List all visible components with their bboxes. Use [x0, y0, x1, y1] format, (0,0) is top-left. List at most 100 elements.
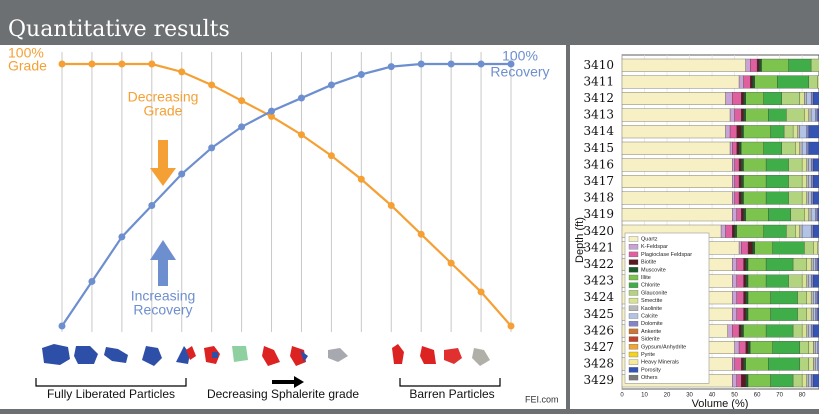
y-tick-label: 3414: [583, 124, 614, 138]
bar-segment: [737, 142, 739, 155]
x-tick-label: 80: [799, 393, 806, 399]
bar-segment: [746, 291, 748, 304]
bar-segment: [622, 208, 732, 221]
x-axis-label: Volume (%): [692, 398, 749, 409]
legend-label: Kaolinite: [641, 306, 662, 312]
y-tick-label: 3429: [583, 373, 614, 387]
data-point: [448, 260, 455, 267]
bar-segment: [807, 325, 809, 338]
legend-label: Ankerite: [641, 329, 661, 335]
bar-segment: [789, 159, 803, 172]
bar-segment: [816, 308, 818, 321]
bar-segment: [811, 159, 813, 172]
legend-swatch: [629, 306, 638, 311]
legend-swatch: [629, 344, 638, 349]
bar-segment: [813, 92, 819, 105]
y-tick-label: 3423: [583, 274, 614, 288]
bar-segment: [739, 175, 741, 188]
bar-segment: [732, 175, 734, 188]
data-point: [478, 288, 485, 295]
bar-segment: [732, 208, 737, 221]
bar-segment: [746, 341, 748, 354]
bar-segment: [807, 92, 812, 105]
data-point: [148, 61, 155, 68]
bar-segment: [798, 308, 807, 321]
bar-segment: [744, 208, 746, 221]
bar-segment: [741, 325, 743, 338]
bar-segment: [807, 374, 809, 387]
bar-segment: [771, 374, 794, 387]
bar-segment: [622, 142, 730, 155]
bar-segment: [811, 109, 816, 122]
right-chart: 0102030405060708034103411341234133414341…: [574, 55, 819, 409]
bar-segment: [748, 242, 753, 255]
bar-segment: [744, 358, 746, 371]
annotation: Recovery: [490, 64, 549, 80]
bar-segment: [741, 175, 743, 188]
bar-segment: [746, 208, 769, 221]
legend-label: Smectite: [641, 298, 662, 304]
annotation: 100%: [502, 48, 538, 64]
x-tick-label: 60: [754, 393, 761, 399]
bar-segment: [802, 175, 807, 188]
bar-segment: [789, 59, 812, 72]
bar-segment: [807, 258, 812, 271]
legend-label: Glauconite: [641, 290, 667, 296]
bar-segment: [728, 325, 733, 338]
bar-segment: [741, 109, 743, 122]
x-tick-label: 20: [664, 393, 671, 399]
bar-segment: [744, 258, 746, 271]
legend-swatch: [629, 352, 638, 357]
bar-segment: [737, 125, 742, 138]
bar-segment: [802, 225, 811, 238]
legend-label: Calcite: [641, 313, 658, 319]
bar-segment: [735, 341, 740, 354]
bar-segment: [807, 308, 812, 321]
bar-segment: [748, 258, 766, 271]
bar-segment: [768, 358, 800, 371]
bar-segment: [807, 142, 809, 155]
bar-segment: [807, 291, 812, 304]
bar-segment: [811, 308, 813, 321]
bar-segment: [793, 325, 802, 338]
bar-segment: [811, 208, 816, 221]
bar-segment: [771, 125, 785, 138]
bar-segment: [811, 59, 819, 72]
bar-segment: [791, 208, 805, 221]
legend-label: Siderite: [641, 337, 660, 343]
header-title: Quantitative results: [8, 17, 230, 42]
bar-segment: [744, 125, 771, 138]
bar-segment: [793, 125, 798, 138]
slide: Quantitative results 100%GradeDecreasing…: [0, 0, 819, 409]
bar-segment: [739, 192, 741, 205]
bar-segment: [764, 225, 787, 238]
data-point: [448, 61, 455, 68]
legend-label: Pyrite: [641, 352, 655, 358]
data-point: [118, 233, 125, 240]
bar-segment: [739, 76, 744, 89]
bar-segment: [753, 242, 755, 255]
bar-segment: [800, 358, 809, 371]
data-point: [208, 144, 215, 151]
bar-segment: [746, 258, 748, 271]
caption: Decreasing Sphalerite grade: [207, 387, 359, 401]
bar-segment: [746, 308, 748, 321]
bar-segment: [737, 291, 744, 304]
legend-swatch: [629, 298, 638, 303]
bar-segment: [755, 242, 773, 255]
legend-label: Muscovite: [641, 267, 666, 273]
bar-segment: [789, 275, 803, 288]
bar-segment: [746, 358, 769, 371]
bar-segment: [744, 308, 746, 321]
bar-segment: [813, 192, 819, 205]
bar-segment: [735, 175, 740, 188]
bar-segment: [809, 142, 819, 155]
legend-label: Chlorite: [641, 283, 660, 289]
bar-segment: [786, 225, 795, 238]
bar-segment: [804, 208, 809, 221]
bar-segment: [732, 225, 734, 238]
bar-segment: [766, 258, 793, 271]
legend-label: Porosity: [641, 367, 661, 373]
bar-segment: [813, 159, 819, 172]
data-point: [118, 61, 125, 68]
